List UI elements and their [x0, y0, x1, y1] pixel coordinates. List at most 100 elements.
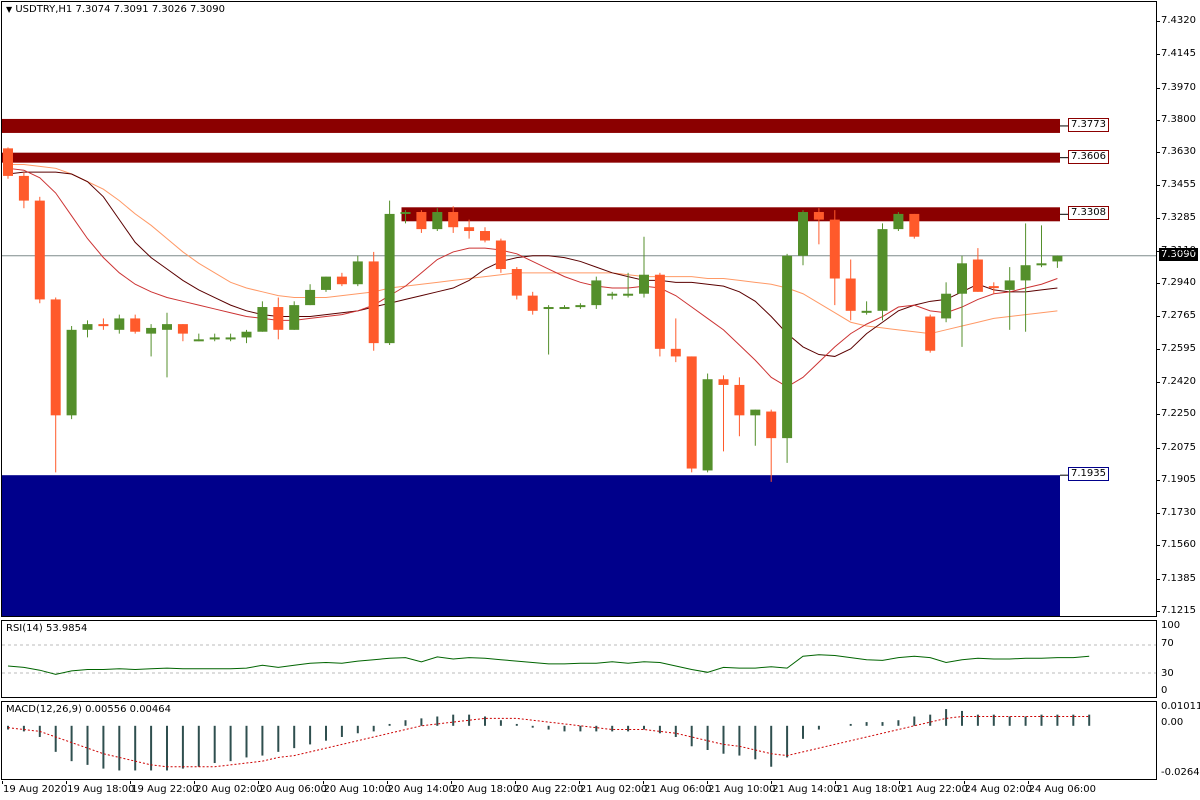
time-axis-label: 21 Aug 06:00 — [644, 784, 712, 795]
candle-body — [893, 213, 904, 230]
candle-body — [845, 278, 856, 311]
resistance-zone — [401, 207, 1060, 222]
price-chart-canvas[interactable] — [2, 2, 1157, 617]
time-axis-label: 20 Aug 06:00 — [259, 784, 327, 795]
rsi-panel[interactable]: RSI(14) 53.9854 — [1, 620, 1157, 698]
price-axis-tick — [1157, 348, 1160, 350]
price-axis-label: 7.3285 — [1161, 211, 1196, 223]
candle-body — [1052, 255, 1063, 262]
price-axis-tick — [1157, 217, 1160, 219]
candle-body — [988, 286, 999, 289]
level-price-tag: 7.3606 — [1068, 149, 1109, 164]
candle-body — [162, 324, 172, 330]
time-axis-label: 20 Aug 18:00 — [451, 784, 520, 795]
candle-body — [241, 331, 252, 338]
time-axis-tick — [963, 781, 965, 784]
price-axis-tick — [1157, 87, 1160, 89]
ma-slow-line — [8, 164, 1058, 335]
time-axis-label: 21 Aug 02:00 — [579, 784, 648, 795]
price-axis-tick — [1157, 479, 1160, 481]
candle-body — [702, 379, 713, 471]
candle-body — [82, 324, 93, 330]
support-zone — [2, 475, 1060, 616]
price-axis-tick — [1157, 283, 1160, 285]
price-axis-label: 7.3110 — [1161, 244, 1196, 256]
candle-body — [591, 280, 602, 306]
price-axis-tick — [1157, 316, 1160, 318]
candle-body — [718, 379, 729, 385]
price-axis-tick — [1157, 185, 1160, 187]
resistance-zone — [2, 152, 1060, 163]
price-axis-tick — [1157, 250, 1160, 252]
time-axis-label: 20 Aug 02:00 — [195, 784, 263, 795]
candle-body — [972, 259, 983, 292]
macd-axis-label: 0.00 — [1161, 717, 1184, 728]
time-axis[interactable]: 19 Aug 2020 19 Aug 18:00 19 Aug 22:00 20 Au… — [0, 781, 1200, 800]
time-axis-tick — [130, 781, 132, 784]
candle-body — [1036, 263, 1047, 266]
rsi-canvas[interactable] — [2, 621, 1157, 698]
price-axis-label: 7.1905 — [1161, 473, 1196, 485]
price-axis-label: 7.4145 — [1161, 48, 1196, 60]
price-axis-tick — [1157, 513, 1160, 515]
rsi-line — [7, 654, 1090, 675]
time-axis-tick — [578, 781, 580, 784]
time-axis-tick — [514, 781, 516, 784]
candle-body — [925, 316, 936, 351]
candle-body — [877, 229, 888, 311]
price-axis-label: 7.3630 — [1161, 146, 1196, 158]
time-axis-tick — [707, 781, 709, 784]
macd-axis: 0.01011 0.00 -0.02644 — [1157, 701, 1200, 780]
time-axis-label: 24 Aug 06:00 — [1028, 784, 1097, 795]
time-axis-tick — [66, 781, 68, 784]
time-axis-tick — [194, 781, 196, 784]
time-axis-tick — [1027, 781, 1029, 784]
candle-body — [1020, 265, 1031, 281]
candle-body — [607, 293, 618, 296]
ohlc-values: 7.3074 7.3091 7.3026 7.3090 — [75, 4, 225, 15]
triangle-down-icon[interactable]: ▼ — [6, 5, 13, 14]
time-axis-tick — [450, 781, 452, 784]
time-axis-label: 24 Aug 02:00 — [964, 784, 1032, 795]
price-chart-panel[interactable]: ▼ USDTRY,H1 7.3074 7.3091 7.3026 7.3090 — [1, 1, 1157, 617]
rsi-axis-label: 70 — [1161, 638, 1174, 649]
candle-body — [734, 384, 745, 416]
macd-canvas[interactable] — [2, 702, 1157, 780]
candle-body — [3, 148, 13, 176]
candle-body — [813, 212, 824, 220]
candle-body — [384, 213, 395, 344]
price-axis[interactable]: 7.4320 7.4145 7.3970 7.3800 7.3630 7.3455 7.32… — [1157, 1, 1200, 617]
candle-body — [575, 305, 586, 308]
time-axis-tick — [2, 781, 3, 784]
price-axis-label: 7.2765 — [1161, 310, 1196, 322]
macd-panel[interactable]: MACD(12,26,9) 0.00556 0.00464 — [1, 701, 1157, 780]
candle-body — [909, 213, 920, 237]
candle-body — [98, 324, 109, 327]
time-axis-tick — [258, 781, 260, 784]
price-axis-label: 7.1560 — [1161, 539, 1196, 551]
price-axis-label: 7.1385 — [1161, 572, 1196, 584]
candle-body — [654, 274, 665, 349]
time-axis-label: 21 Aug 10:00 — [708, 784, 776, 795]
ma-mid-line — [7, 171, 1058, 357]
rsi-axis-label: 0 — [1161, 685, 1168, 696]
candle-body — [209, 337, 220, 340]
candle-body — [130, 318, 141, 332]
price-axis-label: 7.2595 — [1161, 342, 1196, 354]
price-axis-label: 7.1730 — [1161, 507, 1196, 519]
level-price-tag: 7.3308 — [1068, 206, 1109, 221]
time-axis-label: 19 Aug 18:00 — [67, 784, 135, 795]
level-price-tag: 7.3773 — [1068, 117, 1109, 132]
time-axis-label: 19 Aug 22:00 — [131, 784, 199, 795]
macd-title: MACD(12,26,9) 0.00556 0.00464 — [6, 704, 172, 715]
candle-body — [352, 261, 363, 285]
candle-body — [225, 337, 236, 340]
candle-body — [273, 307, 284, 330]
price-axis-tick — [1157, 611, 1160, 612]
candle-body — [480, 231, 490, 241]
macd-axis-label: 0.01011 — [1161, 701, 1200, 712]
price-axis-label: 7.4320 — [1161, 15, 1196, 26]
candle-body — [18, 175, 29, 201]
time-axis-tick — [899, 781, 901, 784]
time-axis-label: 20 Aug 14:00 — [387, 784, 456, 795]
